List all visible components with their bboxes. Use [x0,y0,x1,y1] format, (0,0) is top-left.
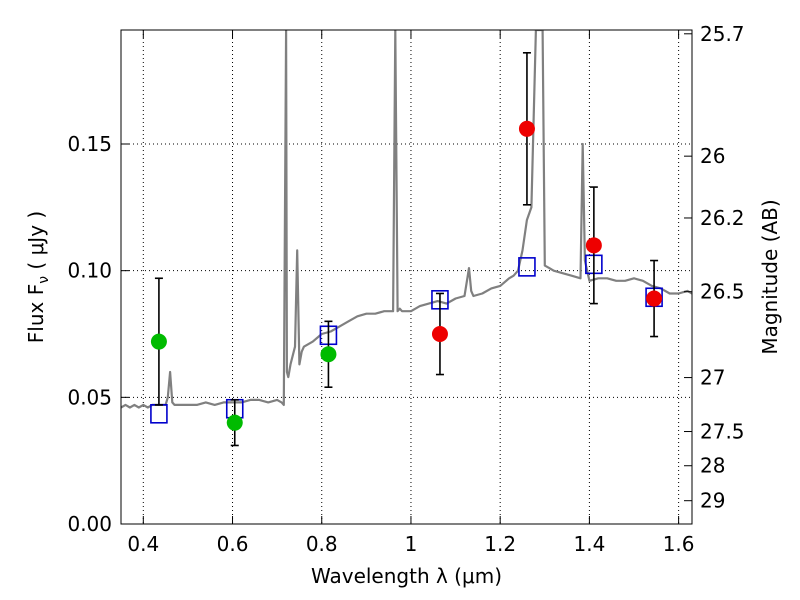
model-square [150,403,168,424]
red-data-point [585,237,602,254]
model-square [518,257,536,277]
spectrum-line [121,30,692,409]
x-tick-label: 0.6 [217,532,249,556]
ticks: 0.4 0.6 0.8 1 1.2 1.4 1.6 0.00 0.05 0.10 0.15 25.7 2… [67,22,744,556]
x-axis-title: Wavelength λ (μm) [311,564,502,588]
y-tick-label: 0.05 [67,385,112,409]
green-data-point [226,414,243,431]
right-tick-label: 26.5 [700,280,745,304]
y-axis-title: Flux Fν ( μJy ) [24,211,52,343]
plot-frame [120,29,693,525]
x-tick-label: 1.2 [484,532,516,556]
green-data-point [320,346,337,363]
spectrum-layer [121,30,692,409]
right-tick-label: 27 [700,366,725,390]
right-tick-label: 26.2 [700,206,745,230]
right-tick-label: 25.7 [700,22,745,46]
x-tick-label: 1 [405,532,418,556]
right-tick-label: 28 [700,454,725,478]
y-tick-label: 0.15 [67,132,112,156]
right-tick-label: 26 [700,144,725,168]
x-tick-label: 0.8 [306,532,338,556]
right-tick-label: 27.5 [700,420,745,444]
x-tick-label: 1.4 [573,532,605,556]
right-tick-label: 29 [700,489,725,513]
red-data-point [646,290,663,307]
red-data-point [431,326,448,342]
right-axis-title: Magnitude (AB) [758,199,782,354]
x-tick-label: 1.6 [663,532,695,556]
markers-layer [150,51,663,447]
y-tick-label: 0.10 [67,259,112,283]
x-tick-label: 0.4 [127,532,159,556]
grid [121,30,692,525]
y-tick-label: 0.00 [67,512,112,536]
red-data-point [518,120,535,137]
green-data-point [150,333,167,350]
